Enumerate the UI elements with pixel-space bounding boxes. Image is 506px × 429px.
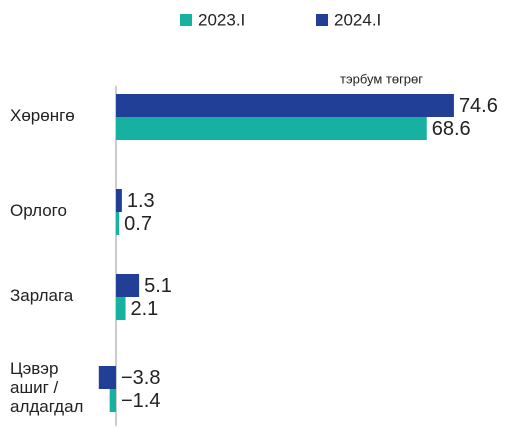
value-label: 68.6	[432, 118, 471, 140]
category-label: Орлого	[10, 201, 67, 220]
value-label: 2.1	[131, 298, 159, 320]
legend-swatch	[316, 14, 328, 26]
value-label: 74.6	[459, 95, 498, 117]
category-label: Зарлага	[10, 286, 74, 305]
bar	[109, 389, 116, 412]
value-label: 5.1	[144, 275, 172, 297]
bar	[116, 189, 122, 212]
category-label: Цэвэр ашиг / алдагдал	[10, 359, 83, 416]
bar	[116, 274, 140, 297]
bar	[116, 297, 126, 320]
category-label: Хөрөнгө	[10, 106, 75, 125]
value-label: 1.3	[127, 190, 155, 212]
value-label: −3.8	[121, 367, 160, 389]
bar	[116, 94, 454, 117]
legend-swatch	[180, 14, 192, 26]
legend-label: 2024.I	[334, 10, 381, 29]
value-label: −1.4	[121, 390, 160, 412]
value-label: 0.7	[124, 213, 152, 235]
unit-label: тэрбум төгрөг	[340, 71, 423, 86]
legend-label: 2023.I	[198, 10, 245, 29]
bar	[116, 212, 120, 235]
bar	[98, 366, 116, 389]
bar	[116, 117, 427, 140]
